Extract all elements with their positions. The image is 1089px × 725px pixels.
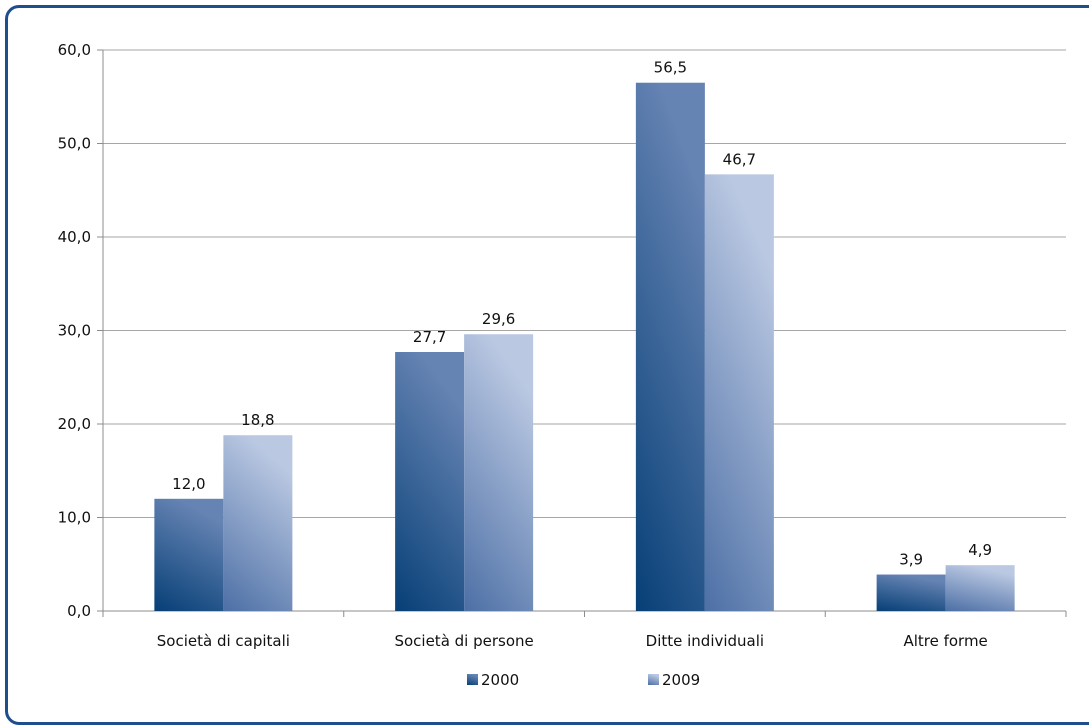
bars <box>154 82 1015 612</box>
labels: 12,0 27,7 56,5 3,9 18,8 29,6 46,7 4,9 <box>172 59 992 569</box>
x-category-label: Ditte individuali <box>646 632 764 650</box>
bar-2009-3 <box>704 174 774 612</box>
bar-2009-1 <box>223 435 293 611</box>
data-label: 29,6 <box>482 310 515 328</box>
data-label: 3,9 <box>899 551 923 569</box>
bar-2000-2 <box>395 352 465 611</box>
data-label: 56,5 <box>654 59 687 77</box>
legend-label-2000: 2000 <box>481 671 519 689</box>
bar-2000-4 <box>876 574 946 611</box>
legend-label-2009: 2009 <box>662 671 700 689</box>
y-tick-label: 40,0 <box>58 228 91 246</box>
bar-2009-2 <box>464 334 534 611</box>
y-tick-label: 0,0 <box>67 602 91 620</box>
legend-swatch-2009 <box>648 674 659 685</box>
x-category-label: Altre forme <box>903 632 987 650</box>
data-label: 18,8 <box>241 411 274 429</box>
data-label: 4,9 <box>968 541 992 559</box>
data-label: 46,7 <box>723 150 756 168</box>
y-tick-label: 50,0 <box>58 135 91 153</box>
data-label: 12,0 <box>172 475 205 493</box>
bar-2000-3 <box>635 82 705 612</box>
legend-swatch-2000 <box>467 674 478 685</box>
x-category-label: Società di persone <box>394 632 533 650</box>
legend: 2000 2009 <box>467 671 700 689</box>
y-tick-label: 60,0 <box>58 41 91 59</box>
y-tick-label: 10,0 <box>58 509 91 527</box>
y-tick-label: 30,0 <box>58 322 91 340</box>
y-tick-label: 20,0 <box>58 415 91 433</box>
bar-2009-4 <box>945 565 1015 611</box>
bar-2000-1 <box>154 498 224 611</box>
data-label: 27,7 <box>413 328 446 346</box>
x-category-label: Società di capitali <box>157 632 290 650</box>
